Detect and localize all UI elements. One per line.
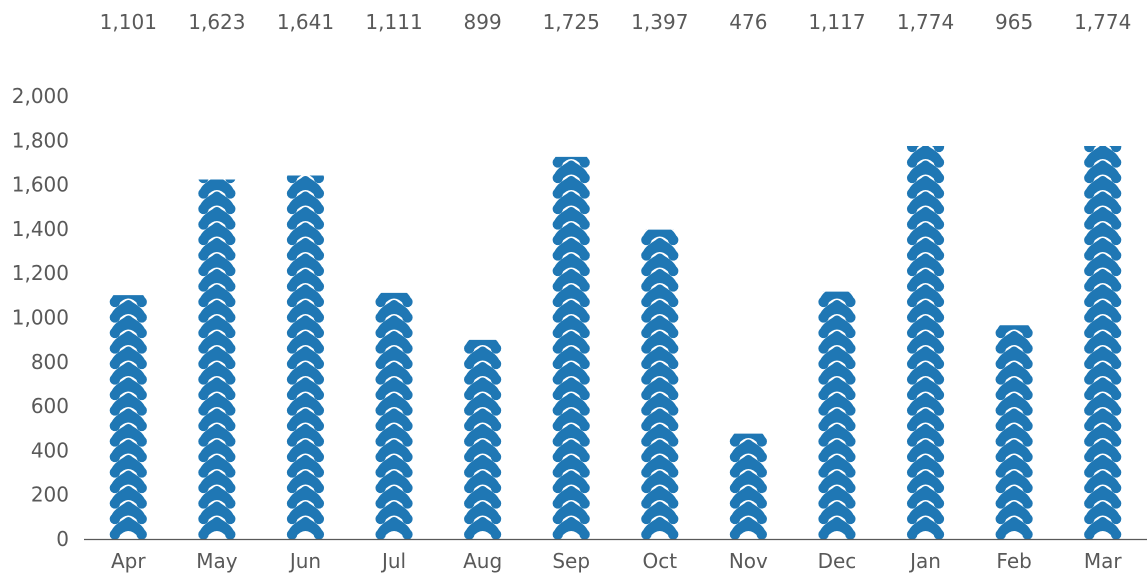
y-tick-label: 1,400 — [12, 217, 69, 241]
value-label-oct: 1,397 — [631, 10, 688, 34]
x-tick-label-mar: Mar — [1084, 549, 1123, 573]
x-tick-label-jun: Jun — [288, 549, 321, 573]
value-label-mar: 1,774 — [1074, 10, 1131, 34]
bar-feb — [995, 325, 1033, 539]
x-tick-label-may: May — [196, 549, 238, 573]
y-tick-label: 1,000 — [12, 306, 69, 330]
y-tick-label: 800 — [31, 350, 69, 374]
bars — [109, 146, 1122, 540]
bar-jun — [286, 175, 325, 539]
x-tick-label-jul: Jul — [380, 549, 406, 573]
bar-sep — [552, 156, 590, 539]
x-tick-label-jan: Jan — [908, 549, 941, 573]
y-tick-label: 200 — [31, 483, 69, 507]
y-tick-label: 400 — [31, 438, 69, 462]
bar-aug — [464, 339, 502, 539]
bar-dec — [818, 291, 856, 539]
y-tick-label: 1,600 — [12, 173, 69, 197]
value-label-sep: 1,725 — [543, 10, 600, 34]
y-tick-label: 600 — [31, 394, 69, 418]
x-tick-label-dec: Dec — [818, 549, 857, 573]
value-label-jul: 1,111 — [365, 10, 422, 34]
x-tick-label-aug: Aug — [463, 549, 502, 573]
bar-may — [198, 179, 236, 539]
value-label-feb: 965 — [995, 10, 1033, 34]
y-tick-label: 1,800 — [12, 128, 69, 152]
value-label-nov: 476 — [729, 10, 767, 34]
x-tick-label-nov: Nov — [729, 549, 768, 573]
x-tick-label-feb: Feb — [996, 549, 1031, 573]
value-label-jan: 1,774 — [897, 10, 954, 34]
bar-oct — [641, 229, 679, 539]
bar-nov — [729, 433, 767, 540]
value-label-apr: 1,101 — [100, 10, 157, 34]
value-label-dec: 1,117 — [808, 10, 865, 34]
x-tick-label-sep: Sep — [552, 549, 590, 573]
bar-jul — [375, 292, 413, 540]
x-tick-label-apr: Apr — [111, 549, 146, 573]
y-tick-label: 0 — [56, 527, 69, 551]
bar-jan — [906, 146, 945, 540]
value-label-jun: 1,641 — [277, 10, 334, 34]
bar-mar — [1084, 146, 1122, 540]
value-labels: 1,101 1,623 1,641 1,111 899 1,725 1,397 476 1,11… — [100, 10, 1132, 34]
y-tick-label: 1,200 — [12, 261, 69, 285]
y-axis: 0 200 400 600 800 1,000 1,200 1,400 1,600 1,800 2,… — [12, 84, 69, 551]
y-tick-label: 2,000 — [12, 84, 69, 108]
value-label-may: 1,623 — [188, 10, 245, 34]
bar-apr — [109, 295, 147, 540]
value-label-aug: 899 — [464, 10, 502, 34]
x-axis: Apr May Jun Jul Aug Sep Oct Nov Dec Jan Feb Mar — [111, 549, 1122, 573]
x-tick-label-oct: Oct — [642, 549, 677, 573]
